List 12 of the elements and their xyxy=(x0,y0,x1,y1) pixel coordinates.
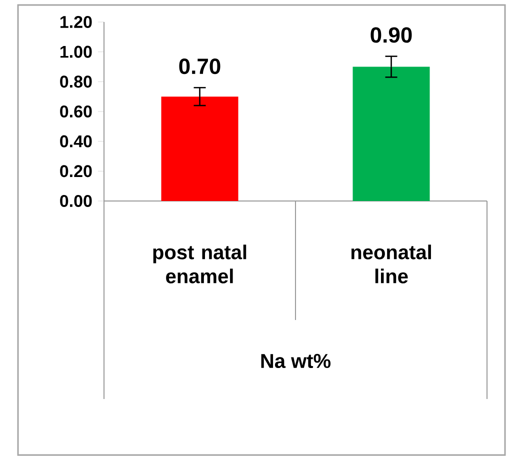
y-tick-label: 0.00 xyxy=(60,194,92,208)
data-label: 0.70 xyxy=(179,58,220,74)
x-tick-label: post natal enamel xyxy=(153,244,246,284)
y-tick-label: 1.00 xyxy=(60,46,92,58)
x-tick-label: neonatal line xyxy=(351,244,431,284)
x-axis-title: Na wt% xyxy=(261,354,331,368)
data-label: 0.90 xyxy=(370,27,412,43)
y-tick-label: 1.20 xyxy=(60,16,92,28)
y-tick-label: 0.80 xyxy=(60,76,92,88)
y-tick-label: 0.40 xyxy=(60,135,92,148)
y-tick-label: 0.60 xyxy=(60,105,92,118)
y-tick-label: 0.20 xyxy=(60,165,92,178)
